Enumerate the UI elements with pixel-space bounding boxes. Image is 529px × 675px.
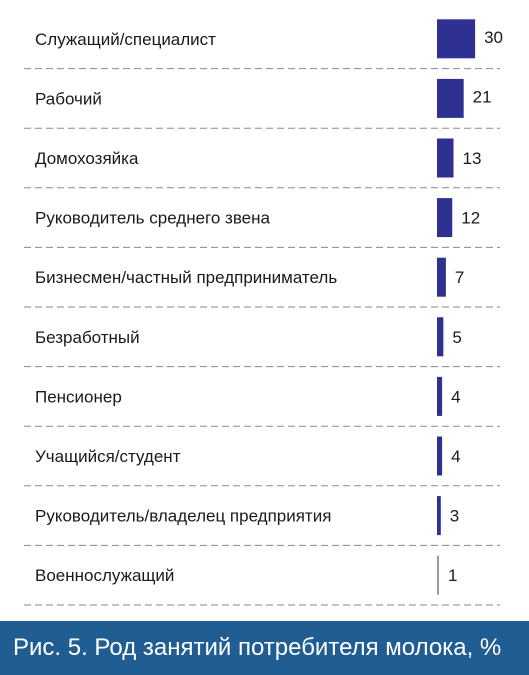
category-label: Военнослужащий [35, 566, 174, 585]
value-label: 4 [451, 447, 460, 466]
bar [437, 78, 464, 118]
value-label: 12 [461, 209, 480, 228]
bar [437, 436, 443, 476]
bar-chart: Служащий/специалист 30 Рабочий 21 Домохозяйк… [24, 19, 503, 606]
category-label: Рабочий [35, 89, 102, 108]
figure-caption: Рис. 5. Род занятий потребителя молока, … [0, 621, 529, 675]
value-label: 1 [448, 566, 457, 585]
value-label: 21 [473, 87, 492, 106]
bar [437, 317, 444, 357]
bar [437, 496, 441, 536]
category-label: Служащий/специалист [35, 30, 216, 49]
category-label: Бизнесмен/частный предприниматель [35, 268, 337, 287]
bar [437, 257, 446, 297]
value-label: 5 [452, 328, 461, 347]
category-label: Руководитель/владелец предприятия [35, 507, 331, 526]
category-label: Руководитель среднего звена [35, 209, 271, 228]
value-label: 13 [463, 149, 482, 168]
value-label: 3 [450, 507, 459, 526]
bar [437, 198, 453, 238]
category-label: Домохозяйка [35, 149, 139, 168]
category-label: Пенсионер [35, 387, 122, 406]
value-label: 30 [484, 28, 503, 47]
bar [437, 376, 443, 416]
bar [437, 138, 454, 178]
bar [437, 19, 476, 59]
value-label: 4 [451, 387, 460, 406]
category-label: Учащийся/студент [35, 447, 181, 466]
chart-rows: Служащий/специалист 30 Рабочий 21 Домохозяйк… [24, 19, 503, 606]
category-label: Безработный [35, 328, 140, 347]
value-label: 7 [455, 268, 464, 287]
bar [437, 555, 439, 595]
